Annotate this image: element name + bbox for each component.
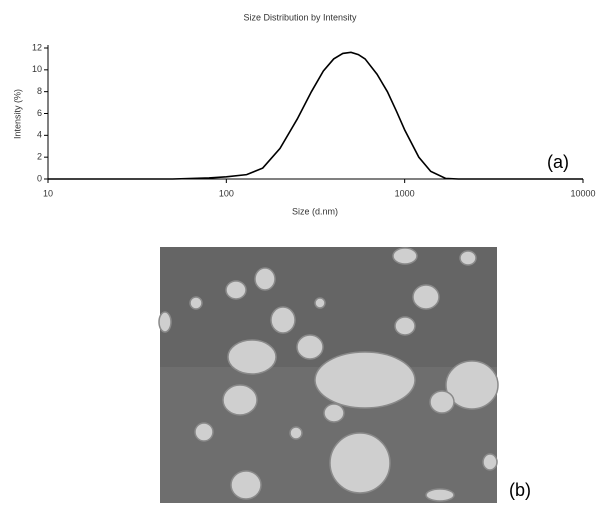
x-tick-label: 10000 xyxy=(570,188,595,198)
chart-title: Size Distribution by Intensity xyxy=(243,12,357,22)
x-tick-label: 10 xyxy=(43,188,53,198)
x-axis-label: Size (d.nm) xyxy=(292,206,338,216)
x-tick-label: 100 xyxy=(219,188,234,198)
y-axis-label: Intensity (%) xyxy=(12,89,22,139)
panel-label: (b) xyxy=(509,480,531,500)
x-tick-label: 1000 xyxy=(395,188,415,198)
data-line xyxy=(48,51,583,180)
y-tick-label: 2 xyxy=(37,152,42,162)
y-tick-label: 4 xyxy=(37,130,42,140)
y-tick-label: 8 xyxy=(37,86,42,96)
y-tick-label: 10 xyxy=(32,64,42,74)
sem-image xyxy=(158,247,499,503)
y-tick-label: 6 xyxy=(37,108,42,118)
panel-label: (a) xyxy=(547,152,569,172)
y-tick-label: 12 xyxy=(32,42,42,52)
y-tick-label: 0 xyxy=(37,173,42,183)
